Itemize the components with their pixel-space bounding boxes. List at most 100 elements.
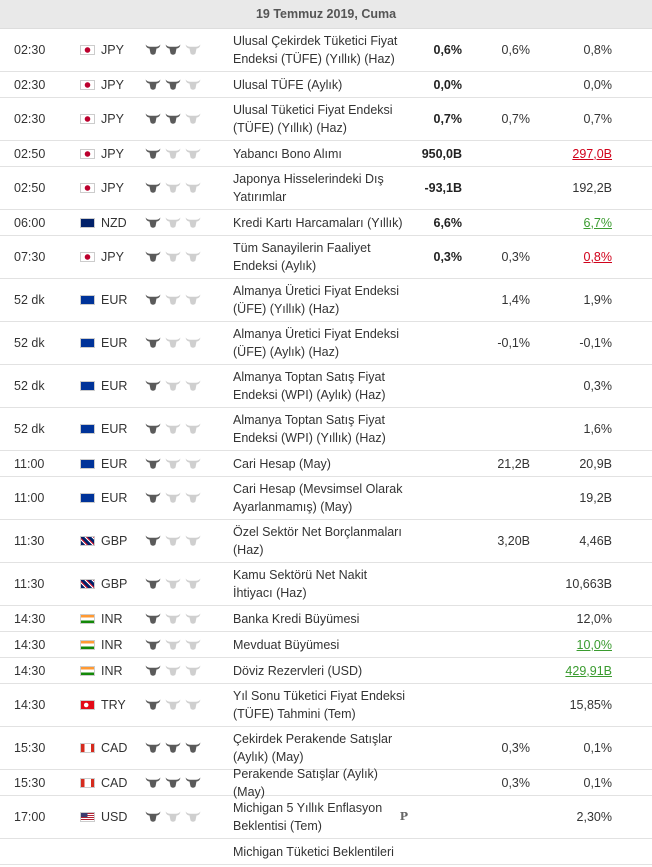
importance xyxy=(145,563,201,605)
event-time: 11:00 xyxy=(14,491,45,505)
forecast-value: 0,7% xyxy=(501,112,531,126)
event-name: Kredi Kartı Harcamaları (Yıllık) xyxy=(233,210,408,235)
bull-icon xyxy=(185,337,201,348)
calendar-row: 06:00 NZD Kredi Kartı Harcamaları (Yıllık)… xyxy=(0,210,652,236)
calendar-row: 02:50 JPY Japonya Hisselerindeki Dış Yatır… xyxy=(0,167,652,210)
currency: JPY xyxy=(101,77,124,92)
event-time: 52 dk xyxy=(14,379,45,393)
bull-icon xyxy=(145,337,161,348)
previous-value: 0,3% xyxy=(583,379,613,393)
country-flag xyxy=(80,493,95,503)
event-time: 52 dk xyxy=(14,422,45,436)
bull-icon xyxy=(185,699,201,710)
bull-icon xyxy=(165,113,181,124)
bull-icon xyxy=(145,458,161,469)
currency: JPY xyxy=(101,112,124,126)
importance xyxy=(145,167,201,209)
event-text: Döviz Rezervleri (USD) xyxy=(233,663,363,678)
currency: JPY xyxy=(101,250,124,264)
bull-icon xyxy=(185,148,201,159)
calendar-row: 15:30 CAD Çekirdek Perakende Satışlar (Ayl… xyxy=(0,727,652,770)
bull-icon xyxy=(165,294,181,305)
event-time: 11:30 xyxy=(14,577,45,591)
event-name: Yabancı Bono Alımı xyxy=(233,141,408,166)
bull-icon xyxy=(185,777,201,788)
currency: INR xyxy=(101,611,123,626)
event-text: Kamu Sektörü Net Nakit İhtiyacı (Haz) xyxy=(233,568,368,600)
currency: EUR xyxy=(101,293,128,307)
event-name: Michigan Tüketici Beklentileri xyxy=(233,839,408,864)
event-text: Perakende Satışlar (Aylık) (May) xyxy=(233,766,378,799)
event-name: Japonya Hisselerindeki Dış Yatırımlar xyxy=(233,167,408,209)
bull-icon xyxy=(185,44,201,55)
event-text: Michigan Tüketici Beklentileri xyxy=(233,844,394,859)
importance xyxy=(145,322,201,364)
event-name: Michigan 5 Yıllık Enflasyon Beklentisi (… xyxy=(233,796,408,838)
bull-icon xyxy=(165,811,181,822)
country-flag xyxy=(80,424,95,434)
calendar-row: 11:00 EUR Cari Hesap (May) 21,2B 20,9B xyxy=(0,451,652,477)
currency: USD xyxy=(101,810,128,824)
country-flag xyxy=(80,338,95,348)
event-text: Banka Kredi Büyümesi xyxy=(233,611,360,626)
country-flag xyxy=(80,613,95,624)
event-time: 11:30 xyxy=(14,534,45,548)
calendar-row: 02:30 JPY Ulusal Çekirdek Tüketici Fiyat E… xyxy=(0,29,652,72)
event-time: 07:30 xyxy=(14,250,46,264)
calendar-row: 02:30 JPY Ulusal Tüketici Fiyat Endeksi (T… xyxy=(0,98,652,141)
calendar-row: 52 dk EUR Almanya Toptan Satış Fiyat Endek… xyxy=(0,408,652,451)
bull-icon xyxy=(145,811,161,822)
bull-icon xyxy=(165,148,181,159)
bull-icon xyxy=(145,251,161,262)
previous-value: 2,30% xyxy=(576,810,612,824)
calendar-row: 14:30 INR Mevduat Büyümesi 10,0% xyxy=(0,632,652,658)
bull-icon xyxy=(165,337,181,348)
previous-value: 1,9% xyxy=(583,293,613,307)
country-flag xyxy=(80,812,95,822)
previous-value: 0,8% xyxy=(583,43,613,57)
actual-value: -93,1B xyxy=(424,181,462,195)
forecast-value: -0,1% xyxy=(497,336,530,350)
event-time: 02:50 xyxy=(14,146,46,161)
country-flag xyxy=(80,45,95,55)
calendar-row: 52 dk EUR Almanya Toptan Satış Fiyat Endek… xyxy=(0,365,652,408)
bull-icon xyxy=(165,251,181,262)
bull-icon xyxy=(185,811,201,822)
currency: EUR xyxy=(101,491,128,505)
country-flag xyxy=(80,458,95,469)
previous-value: 297,0B xyxy=(572,146,612,161)
event-time: 52 dk xyxy=(14,293,45,307)
previous-value: 19,2B xyxy=(579,491,612,505)
country-flag xyxy=(80,665,95,676)
importance xyxy=(145,770,201,795)
event-text: Tüm Sanayilerin Faaliyet Endeksi (Aylık) xyxy=(233,241,371,273)
importance xyxy=(145,365,201,407)
bull-icon xyxy=(185,217,201,228)
bull-icon xyxy=(185,742,201,753)
country-flag xyxy=(80,148,95,159)
importance xyxy=(145,520,201,562)
bull-icon xyxy=(165,639,181,650)
country-flag xyxy=(80,777,95,788)
event-name: Almanya Toptan Satış Fiyat Endeksi (WPI)… xyxy=(233,365,408,407)
bull-icon xyxy=(185,423,201,434)
previous-value: 20,9B xyxy=(579,456,612,471)
event-name: Ulusal Çekirdek Tüketici Fiyat Endeksi (… xyxy=(233,29,408,71)
calendar-row: 14:30 TRY Yıl Sonu Tüketici Fiyat Endeksi … xyxy=(0,684,652,727)
event-time: 14:30 xyxy=(14,611,46,626)
actual-value: 0,7% xyxy=(433,112,463,126)
event-time: 02:30 xyxy=(14,112,46,126)
bull-icon xyxy=(145,535,161,546)
bull-icon xyxy=(165,665,181,676)
previous-value: 0,1% xyxy=(583,775,613,790)
previous-value: -0,1% xyxy=(579,336,612,350)
event-text: Almanya Üretici Fiyat Endeksi (ÜFE) (Yıl… xyxy=(233,284,400,316)
date-header: 19 Temmuz 2019, Cuma xyxy=(0,0,652,29)
previous-value: 0,0% xyxy=(583,77,613,92)
event-name: Cari Hesap (Mevsimsel Olarak Ayarlanmamı… xyxy=(233,477,408,519)
bull-icon xyxy=(185,251,201,262)
bull-icon xyxy=(145,492,161,503)
bull-icon xyxy=(145,182,161,193)
event-name: Tüm Sanayilerin Faaliyet Endeksi (Aylık) xyxy=(233,236,408,278)
event-time: 06:00 xyxy=(14,215,46,230)
